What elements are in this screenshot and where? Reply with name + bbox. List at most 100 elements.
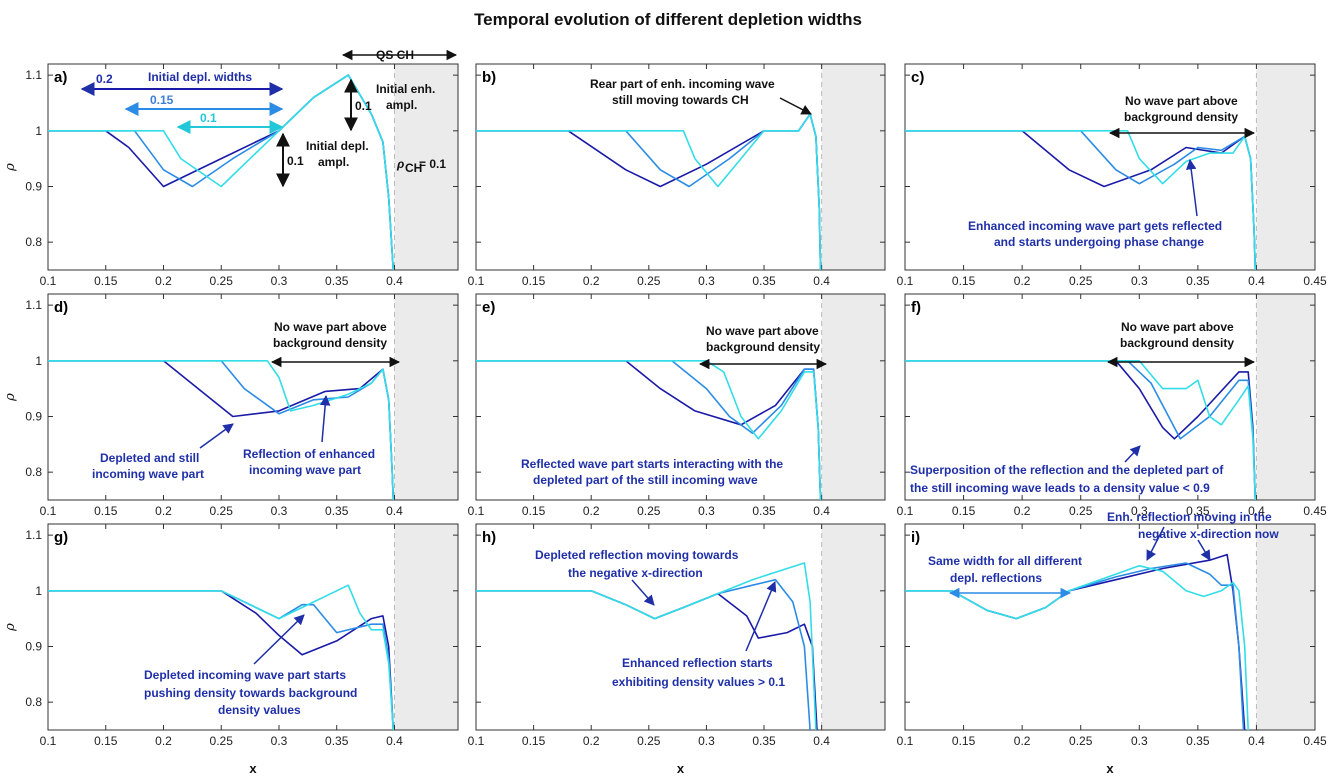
xtick-label: 0.4	[386, 274, 403, 288]
xtick-label: 0.4	[813, 504, 830, 518]
xtick-label: 0.35	[752, 734, 776, 748]
xtick-label: 0.45	[1303, 274, 1327, 288]
series-line-w0.15	[476, 578, 811, 730]
ch-region	[394, 64, 458, 270]
y-axis-label: ρ	[3, 393, 18, 402]
plot-frame	[904, 293, 1316, 501]
annotation-e-top-2: background density	[706, 340, 820, 354]
annotation-e-top-1: No wave part above	[706, 324, 819, 338]
annotations-i: Enh. reflection moving in the negative x…	[928, 510, 1279, 599]
ytick-label: 0.8	[25, 235, 42, 249]
ytick-label: 0.9	[25, 639, 42, 653]
plot-frame	[47, 293, 459, 501]
series-line-w0.15	[476, 113, 822, 270]
xtick-label: 0.35	[1186, 274, 1210, 288]
xtick-label: 0.2	[1014, 504, 1031, 518]
xtick-label: 0.1	[468, 734, 485, 748]
annotation-f-top-1: No wave part above	[1121, 320, 1234, 334]
annotation-d-top-2: background density	[273, 336, 387, 350]
annotations-a: 0.2 Initial depl. widths 0.15 0.1 0.1 In…	[80, 48, 458, 188]
panel-label: e)	[482, 299, 495, 316]
series-line-w0.1	[905, 565, 1249, 730]
annotation-b-2: still moving towards CH	[612, 93, 749, 107]
series-line-w0.1	[476, 113, 822, 270]
xtick-label: 0.2	[155, 504, 172, 518]
xtick-label: 0.3	[1131, 734, 1148, 748]
y-axis-label: ρ	[3, 623, 18, 632]
annotation-h-top-2: the negative x-direction	[568, 566, 703, 580]
xtick-label: 0.4	[1248, 734, 1265, 748]
ch-region	[1256, 294, 1315, 500]
ch-region	[821, 524, 885, 730]
plot-frame	[47, 63, 459, 271]
series-line-w0.1	[905, 130, 1257, 270]
panel-h: 0.1 0.15 0.2 0.25 0.3 0.35 0.4 h) x	[468, 523, 886, 776]
series-line-w0.1	[905, 360, 1257, 500]
xtick-label: 0.15	[522, 504, 546, 518]
annotation-width-0.15: 0.15	[150, 93, 174, 107]
annotation-d-right-2: incoming wave part	[249, 463, 361, 477]
annotations-h: Depleted reflection moving towards the n…	[535, 548, 785, 689]
xtick-label: 0.35	[1186, 734, 1210, 748]
xtick-label: 0.15	[522, 734, 546, 748]
xtick-label: 0.45	[1303, 734, 1327, 748]
plot-frame	[475, 523, 886, 731]
series-line-w0.15	[905, 562, 1245, 730]
xtick-label: 0.4	[386, 734, 403, 748]
x-axis-label: x	[677, 761, 685, 776]
series-line-w0.15	[905, 360, 1257, 500]
annotation-enh-ampl-value: 0.1	[355, 99, 372, 113]
xtick-label: 0.1	[897, 734, 914, 748]
xtick-label: 0.35	[325, 504, 349, 518]
series-line-w0.2	[476, 113, 822, 270]
ytick-label: 0.9	[25, 409, 42, 423]
annotation-qs-ch: QS CH	[376, 48, 414, 62]
panel-label: g)	[54, 529, 68, 546]
xtick-label: 0.3	[1131, 504, 1148, 518]
xtick-label: 0.4	[386, 504, 403, 518]
panel-a: 0.8 0.9 1 1.1 0.1 0.15 0.2 0.25 0.3 0.35 0.4 a) ρ	[3, 63, 459, 288]
annotations-d: No wave part above background density De…	[92, 320, 401, 481]
xtick-label: 0.1	[40, 734, 57, 748]
annotation-i-left-1: Same width for all different	[928, 554, 1082, 568]
annotation-c-top-1: No wave part above	[1125, 94, 1238, 108]
xtick-label: 0.2	[155, 274, 172, 288]
annotation-enh-ampl-2: ampl.	[386, 98, 417, 112]
plot-frame	[475, 63, 886, 271]
y-axis-label: ρ	[3, 163, 18, 172]
series-line-w0.2	[905, 360, 1257, 500]
annotation-d-left-2: incoming wave part	[92, 467, 204, 481]
xtick-label: 0.1	[897, 274, 914, 288]
annotations-e: No wave part above background density Re…	[521, 324, 828, 487]
xtick-label: 0.25	[210, 734, 234, 748]
annotation-depl-ampl-1: Initial depl.	[306, 139, 369, 153]
xtick-label: 0.3	[271, 504, 288, 518]
annotation-rho-ch: ρ	[396, 157, 404, 171]
annotation-f-bot-2: the still incoming wave leads to a densi…	[910, 481, 1210, 495]
ch-region	[1256, 64, 1315, 270]
xtick-label: 0.1	[468, 274, 485, 288]
xtick-label: 0.25	[637, 734, 661, 748]
annotation-g-2: pushing density towards background	[144, 686, 357, 700]
xtick-label: 0.3	[698, 734, 715, 748]
panel-label: d)	[54, 299, 68, 316]
annotation-d-left-1: Depleted and still	[100, 451, 199, 465]
xtick-label: 0.2	[1014, 274, 1031, 288]
plot-frame	[904, 63, 1316, 271]
xtick-label: 0.4	[813, 274, 830, 288]
annotations-f: No wave part above background density Su…	[910, 320, 1256, 495]
ytick-label: 0.8	[25, 465, 42, 479]
annotation-e-bot-1: Reflected wave part starts interacting w…	[521, 457, 783, 471]
annotations-b: Rear part of enh. incoming wave still mo…	[590, 77, 812, 115]
annotation-e-bot-2: depleted part of the still incoming wave	[533, 473, 758, 487]
annotation-h-bot-2: exhibiting density values > 0.1	[612, 675, 785, 689]
panel-label: b)	[482, 69, 496, 86]
xtick-label: 0.15	[952, 504, 976, 518]
panel-g: 0.8 0.9 1 1.1 0.1 0.15 0.2 0.25 0.3 0.35 0.4 g) ρ x	[3, 523, 459, 776]
xtick-label: 0.35	[325, 734, 349, 748]
annotation-g-1: Depleted incoming wave part starts	[144, 668, 346, 682]
panel-label: i)	[911, 529, 920, 546]
ytick-label: 1	[35, 124, 42, 138]
ytick-label: 1	[35, 354, 42, 368]
panel-d: 0.8 0.9 1 1.1 0.1 0.15 0.2 0.25 0.3 0.35 0.4 d) ρ	[3, 293, 459, 518]
